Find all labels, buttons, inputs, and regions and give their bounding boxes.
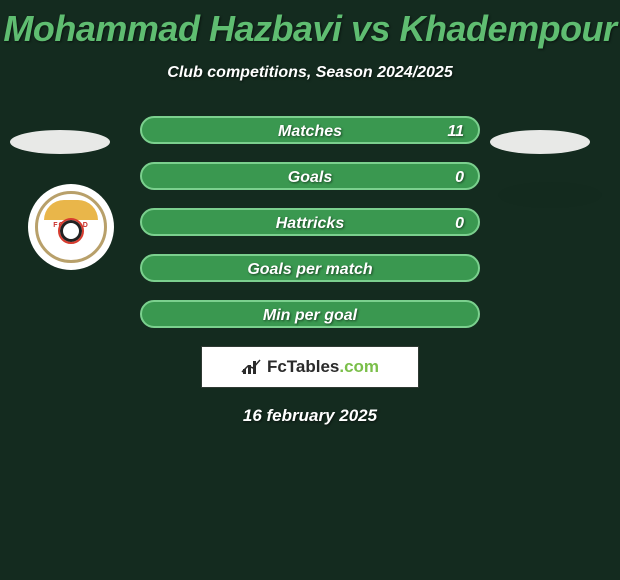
stat-value: 11 xyxy=(447,118,464,146)
player-oval-right-top xyxy=(490,130,590,154)
stat-label: Goals per match xyxy=(142,256,478,284)
stats-infographic: Mohammad Hazbavi vs Khadempour Club comp… xyxy=(0,0,620,580)
bar-chart-icon xyxy=(241,358,263,376)
player-oval-right-bottom xyxy=(498,182,602,208)
stat-value: 0 xyxy=(455,210,464,238)
stat-label: Goals xyxy=(142,164,478,192)
stat-row: Matches11 xyxy=(140,116,480,144)
player-oval-left xyxy=(10,130,110,154)
stat-row: Min per goal xyxy=(140,300,480,328)
logo-text-main: FcTables xyxy=(267,357,339,376)
logo-text-suffix: .com xyxy=(339,357,379,376)
stats-area: FOOLAD Matches11Goals0Hattricks0Goals pe… xyxy=(0,116,620,426)
stat-label: Matches xyxy=(142,118,478,146)
date-label: 16 february 2025 xyxy=(0,406,620,426)
stat-row: Goals0 xyxy=(140,162,480,190)
subtitle: Club competitions, Season 2024/2025 xyxy=(0,64,620,82)
page-title: Mohammad Hazbavi vs Khadempour xyxy=(0,0,620,50)
stat-label: Hattricks xyxy=(142,210,478,238)
club-badge: FOOLAD xyxy=(28,184,114,270)
stat-label: Min per goal xyxy=(142,302,478,330)
stat-row: Goals per match xyxy=(140,254,480,282)
stat-value: 0 xyxy=(455,164,464,192)
stat-row: Hattricks0 xyxy=(140,208,480,236)
fctables-logo: FcTables.com xyxy=(201,346,419,388)
soccer-ball-icon xyxy=(58,218,84,244)
